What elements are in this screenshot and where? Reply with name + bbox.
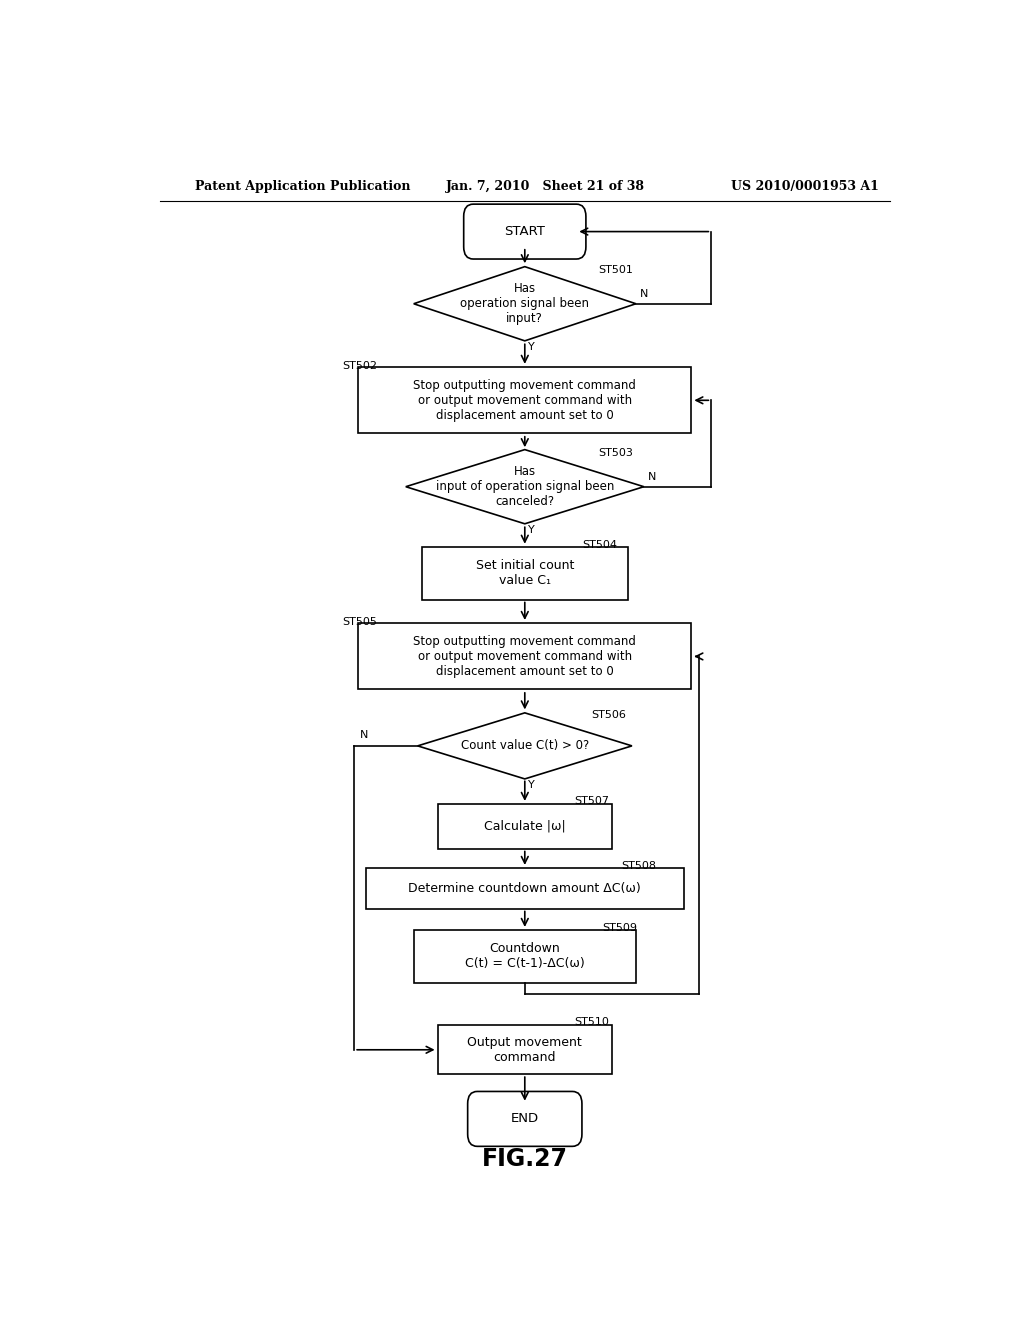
Text: ST505: ST505 bbox=[342, 616, 377, 627]
Text: Stop outputting movement command
or output movement command with
displacement am: Stop outputting movement command or outp… bbox=[414, 379, 636, 422]
Bar bbox=[437, 804, 612, 849]
Text: Patent Application Publication: Patent Application Publication bbox=[196, 181, 411, 193]
Text: Y: Y bbox=[528, 525, 535, 536]
Text: Jan. 7, 2010   Sheet 21 of 38: Jan. 7, 2010 Sheet 21 of 38 bbox=[445, 181, 644, 193]
Text: Has
input of operation signal been
canceled?: Has input of operation signal been cance… bbox=[435, 465, 614, 508]
Polygon shape bbox=[418, 713, 632, 779]
Text: Countdown
C(t) = C(t-1)-ΔC(ω): Countdown C(t) = C(t-1)-ΔC(ω) bbox=[465, 942, 585, 970]
Text: ST506: ST506 bbox=[592, 710, 627, 721]
FancyBboxPatch shape bbox=[464, 205, 586, 259]
Text: Output movement
command: Output movement command bbox=[467, 1036, 583, 1064]
Bar bbox=[414, 929, 636, 982]
Text: US 2010/0001953 A1: US 2010/0001953 A1 bbox=[731, 181, 879, 193]
Text: ST501: ST501 bbox=[598, 265, 633, 275]
Text: ST507: ST507 bbox=[574, 796, 609, 805]
Text: ST503: ST503 bbox=[598, 449, 633, 458]
Text: START: START bbox=[505, 226, 545, 238]
Text: N: N bbox=[648, 471, 656, 482]
FancyBboxPatch shape bbox=[468, 1092, 582, 1146]
Text: ST508: ST508 bbox=[622, 861, 656, 871]
Bar bbox=[367, 867, 684, 908]
Text: N: N bbox=[360, 730, 369, 739]
Bar bbox=[358, 623, 691, 689]
Text: ST510: ST510 bbox=[574, 1018, 609, 1027]
Polygon shape bbox=[414, 267, 636, 341]
Bar bbox=[422, 546, 628, 599]
Text: END: END bbox=[511, 1113, 539, 1126]
Bar bbox=[437, 1026, 612, 1074]
Text: Count value C(t) > 0?: Count value C(t) > 0? bbox=[461, 739, 589, 752]
Text: Y: Y bbox=[528, 342, 535, 352]
Text: Stop outputting movement command
or output movement command with
displacement am: Stop outputting movement command or outp… bbox=[414, 635, 636, 678]
Text: ST509: ST509 bbox=[602, 923, 637, 933]
Text: Determine countdown amount ΔC(ω): Determine countdown amount ΔC(ω) bbox=[409, 882, 641, 895]
Text: FIG.27: FIG.27 bbox=[482, 1147, 567, 1171]
Text: N: N bbox=[640, 289, 648, 298]
Text: ST502: ST502 bbox=[342, 360, 377, 371]
Text: Calculate |ω|: Calculate |ω| bbox=[484, 820, 565, 833]
Bar bbox=[358, 367, 691, 433]
Polygon shape bbox=[406, 450, 644, 524]
Text: Has
operation signal been
input?: Has operation signal been input? bbox=[461, 282, 589, 325]
Text: Set initial count
value C₁: Set initial count value C₁ bbox=[475, 560, 574, 587]
Text: Y: Y bbox=[528, 780, 535, 789]
Text: ST504: ST504 bbox=[582, 540, 616, 549]
